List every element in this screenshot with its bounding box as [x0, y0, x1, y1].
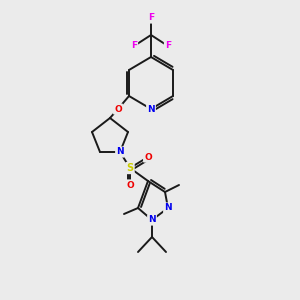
- Text: N: N: [116, 148, 124, 157]
- Text: N: N: [164, 203, 172, 212]
- Text: O: O: [144, 152, 152, 161]
- Text: F: F: [148, 14, 154, 22]
- Text: O: O: [114, 104, 122, 113]
- Text: O: O: [126, 181, 134, 190]
- Text: F: F: [131, 41, 137, 50]
- Text: N: N: [147, 104, 155, 113]
- Text: N: N: [148, 215, 156, 224]
- Text: S: S: [126, 163, 134, 173]
- Text: F: F: [165, 41, 171, 50]
